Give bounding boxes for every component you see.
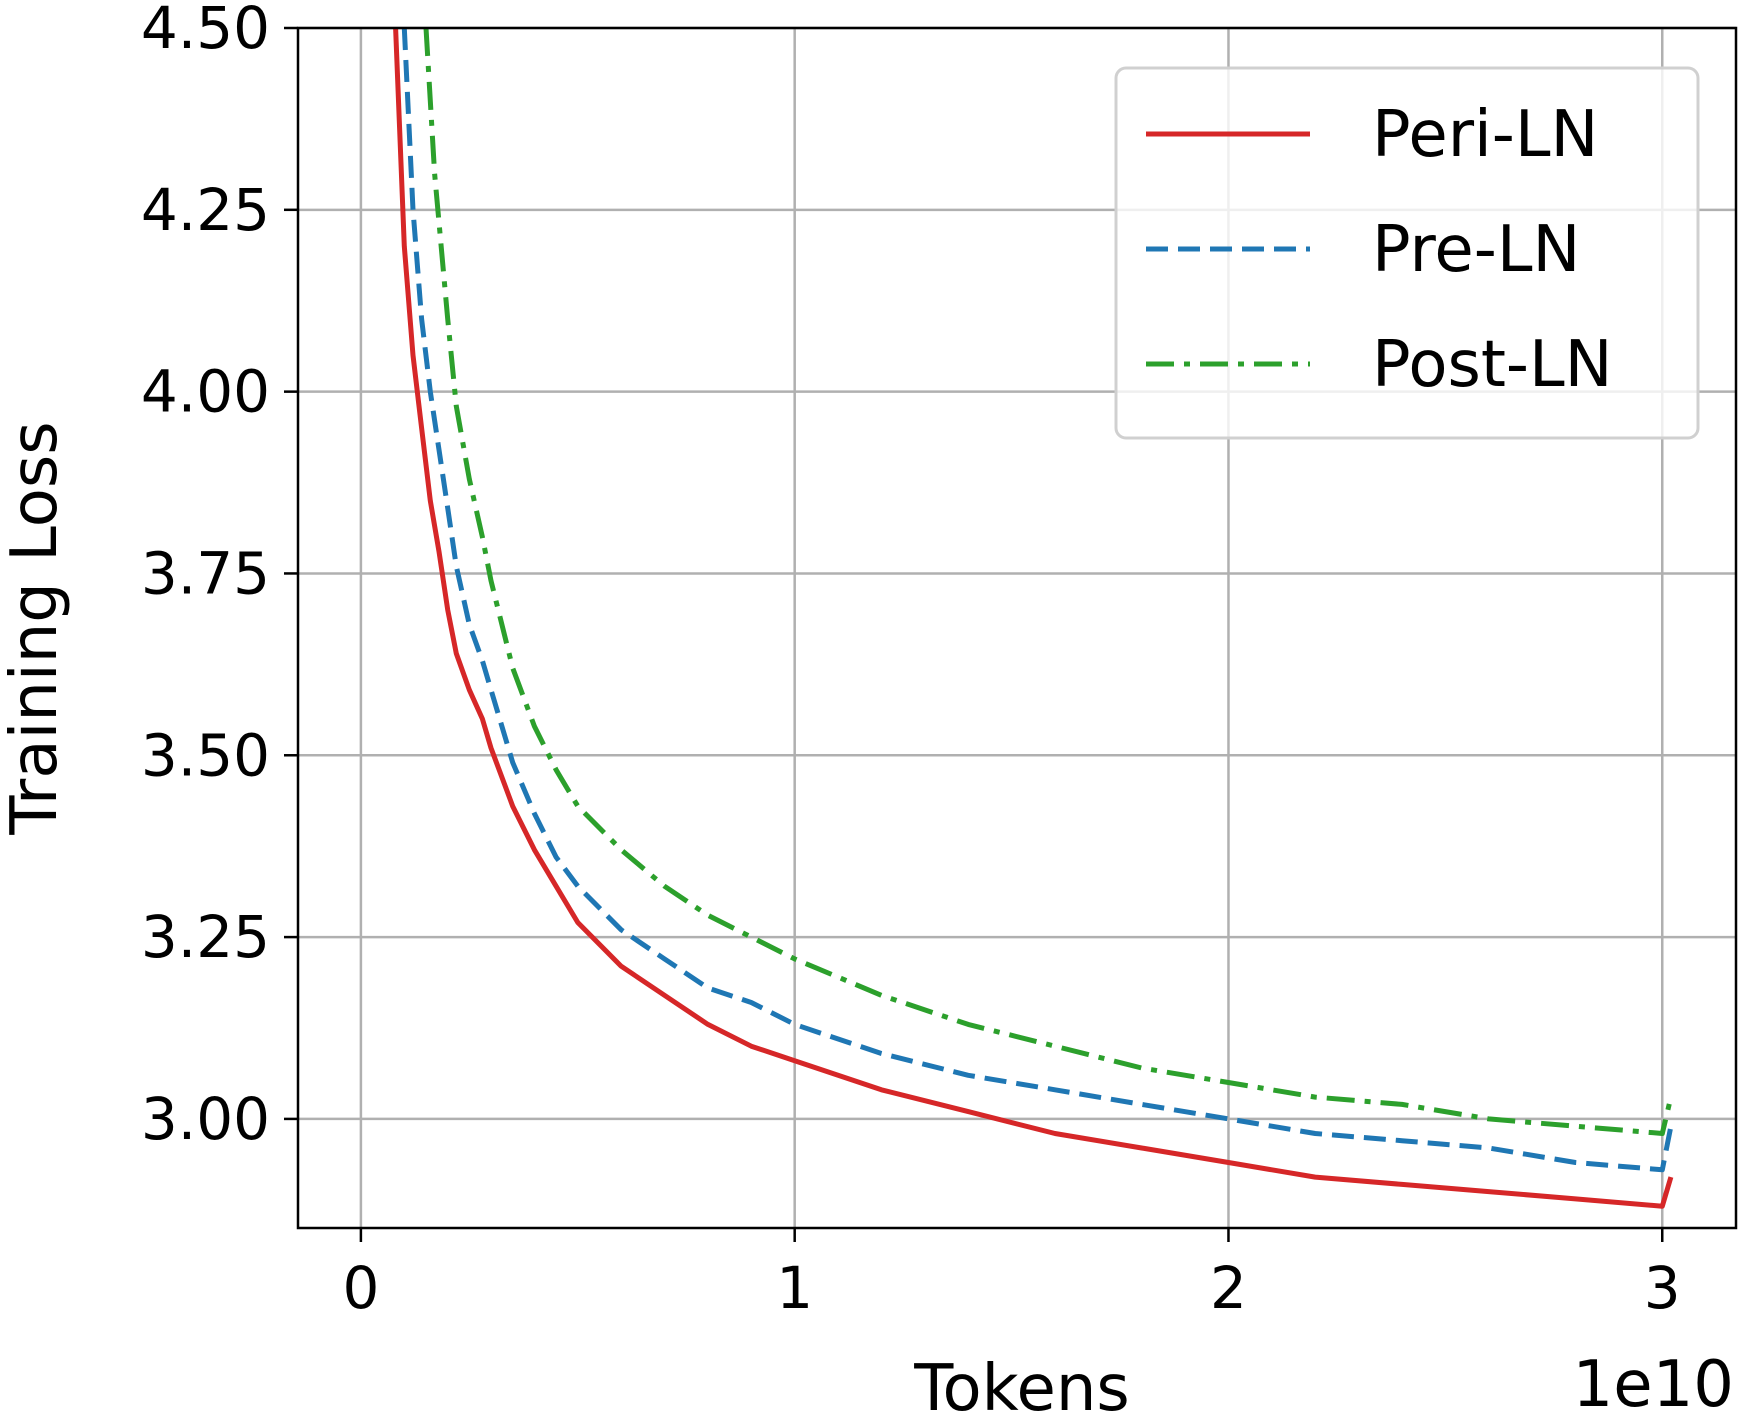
series-line-peri-ln xyxy=(393,28,1674,1209)
tick-layer: 0 1 2 3 3.00 3.25 3.50 3.75 4.00 4.25 4.50 xyxy=(141,0,1681,1322)
legend: Peri-LN Pre-LN Post-LN xyxy=(1114,66,1700,440)
legend-label-peri-ln: Peri-LN xyxy=(1372,98,1598,172)
series-line-pre-ln xyxy=(401,28,1674,1173)
y-tick-label: 4.00 xyxy=(141,358,270,426)
x-axis-label: Tokens xyxy=(913,1352,1129,1426)
y-tick-label: 4.50 xyxy=(141,0,270,62)
x-axis-offset-label: 1e10 xyxy=(1572,1348,1734,1422)
plot-frame xyxy=(296,26,1738,1230)
legend-label-pre-ln: Pre-LN xyxy=(1372,213,1580,287)
legend-label-post-ln: Post-LN xyxy=(1372,328,1613,402)
legend-items: Peri-LN Pre-LN Post-LN xyxy=(1146,98,1613,402)
series-line-post-ln xyxy=(423,28,1674,1136)
y-tick-label: 3.25 xyxy=(141,903,270,971)
legend-box xyxy=(1114,66,1700,440)
x-tick-label: 2 xyxy=(1210,1254,1247,1322)
x-tick-label: 0 xyxy=(342,1254,379,1322)
series-layer xyxy=(393,28,1674,1209)
y-tick-label: 3.50 xyxy=(141,721,270,789)
y-tick-label: 3.75 xyxy=(141,539,270,607)
x-tick-label: 1 xyxy=(776,1254,813,1322)
y-tick-label: 4.25 xyxy=(141,176,270,244)
x-tick-label: 3 xyxy=(1644,1254,1681,1322)
y-axis-label: Training Loss xyxy=(0,421,72,835)
y-tick-label: 3.00 xyxy=(141,1085,270,1153)
